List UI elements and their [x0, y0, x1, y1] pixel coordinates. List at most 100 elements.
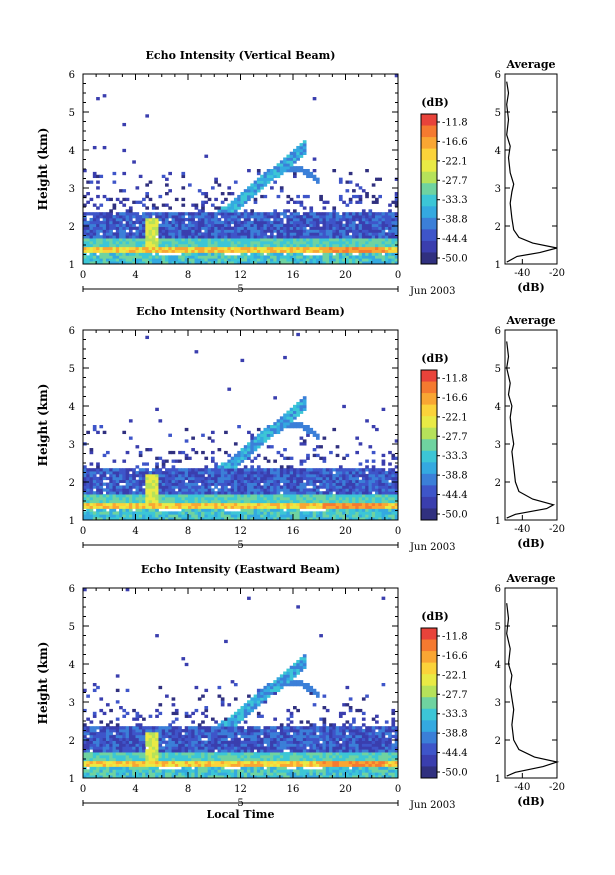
heatmap-cell	[335, 499, 340, 504]
heatmap-cell	[224, 468, 228, 472]
heatmap-cell	[391, 246, 396, 251]
heatmap-cell	[361, 514, 366, 518]
heatmap-cell	[375, 258, 379, 262]
heatmap-cell	[375, 226, 379, 230]
colorbar-unit: (dB)	[421, 352, 448, 365]
heatmap-cell	[145, 243, 150, 248]
heatmap-cell	[384, 505, 389, 509]
heatmap-cell	[381, 476, 386, 481]
heatmap-cell	[378, 479, 382, 483]
heatmap-cell	[279, 508, 284, 512]
heatmap-cell	[191, 772, 195, 776]
heatmap-cell	[155, 769, 159, 773]
heatmap-cell	[365, 476, 369, 481]
heatmap-cell	[378, 255, 382, 259]
heatmap-cell	[201, 223, 205, 227]
heatmap-cell	[279, 229, 284, 233]
heatmap-cell	[161, 494, 166, 498]
heatmap-cell	[135, 499, 140, 504]
heatmap-cell	[345, 488, 350, 492]
heatmap-cell	[138, 226, 143, 230]
heatmap-cell	[112, 459, 117, 463]
heatmap-cell	[188, 471, 192, 475]
heatmap-cell	[375, 427, 379, 432]
colorbar-label: -27.7	[442, 432, 468, 443]
heatmap-cell	[256, 491, 261, 495]
heatmap-cell	[358, 223, 363, 227]
heatmap-cell	[165, 468, 169, 472]
heatmap-cell	[181, 471, 186, 475]
heatmap-cell	[247, 229, 251, 233]
heatmap-cell	[96, 752, 100, 756]
heatmap-cell	[332, 169, 337, 173]
heatmap-cell	[188, 252, 192, 256]
heatmap-cell	[394, 479, 399, 483]
heatmap-cell	[210, 261, 215, 265]
heatmap-cell	[345, 514, 350, 518]
heatmap-cell	[348, 229, 353, 233]
heatmap-cell	[348, 482, 353, 486]
colorbar-swatch	[421, 252, 437, 265]
heatmap-cell	[220, 192, 225, 196]
heatmap-cell	[286, 249, 291, 253]
heatmap-cell	[83, 505, 87, 509]
heatmap-cell	[89, 476, 94, 481]
heatmap-cell	[89, 249, 94, 253]
heatmap-cell	[191, 752, 195, 756]
heatmap-cell	[145, 749, 150, 753]
heatmap-cell	[158, 482, 163, 486]
heatmap-cell	[132, 160, 136, 164]
heatmap-cell	[309, 232, 314, 236]
heatmap-cell	[237, 494, 241, 498]
heatmap-cell	[86, 499, 90, 504]
colorbar-frame	[420, 113, 438, 265]
heatmap-cell	[224, 479, 228, 483]
heatmap-cell	[145, 223, 150, 227]
heatmap-cell	[315, 243, 320, 248]
heatmap-cell	[335, 471, 340, 475]
heatmap-cell	[184, 514, 189, 518]
heatmap-cell	[155, 482, 159, 486]
heatmap-cell	[96, 746, 100, 750]
heatmap-cell	[293, 502, 297, 507]
heatmap-cell	[161, 212, 166, 216]
heatmap-cell	[289, 491, 294, 495]
heatmap-cell	[171, 212, 176, 216]
heatmap-cell	[240, 511, 245, 515]
heatmap-cell	[306, 496, 310, 501]
heatmap-cell	[188, 243, 192, 248]
heatmap-cell	[158, 485, 163, 489]
heatmap-cell	[375, 479, 379, 483]
heatmap-cell	[188, 766, 192, 770]
heatmap-cell	[345, 508, 350, 512]
heatmap-cell	[194, 734, 199, 739]
heatmap-cell	[361, 229, 366, 233]
heatmap-cell	[256, 485, 261, 489]
heatmap-cell	[256, 171, 261, 176]
heatmap-cell	[132, 476, 136, 481]
heatmap-cell	[86, 192, 90, 196]
heatmap-cell	[184, 740, 189, 744]
heatmap-cell	[102, 502, 107, 507]
heatmap-cell	[89, 485, 94, 489]
heatmap-cell	[168, 232, 172, 236]
heatmap-cell	[158, 729, 163, 733]
heatmap-cell	[319, 485, 323, 489]
x-tick-label: 12	[234, 270, 247, 281]
heatmap-cell	[210, 499, 215, 504]
heatmap-cell	[204, 220, 209, 225]
heatmap-cell	[210, 476, 215, 481]
heatmap-cell	[201, 511, 205, 515]
heatmap-cell	[83, 217, 87, 222]
heatmap-cell	[112, 766, 117, 770]
heatmap-cell	[188, 215, 192, 219]
heatmap-cell	[319, 240, 323, 245]
heatmap-cell	[296, 243, 300, 248]
heatmap-cell	[99, 697, 104, 701]
heatmap-cell	[204, 505, 209, 509]
heatmap-cell	[201, 479, 205, 483]
heatmap-cell	[214, 505, 218, 509]
profile-x-label: -20	[549, 524, 565, 535]
heatmap-cell	[122, 249, 127, 253]
heatmap-cell	[214, 258, 218, 262]
